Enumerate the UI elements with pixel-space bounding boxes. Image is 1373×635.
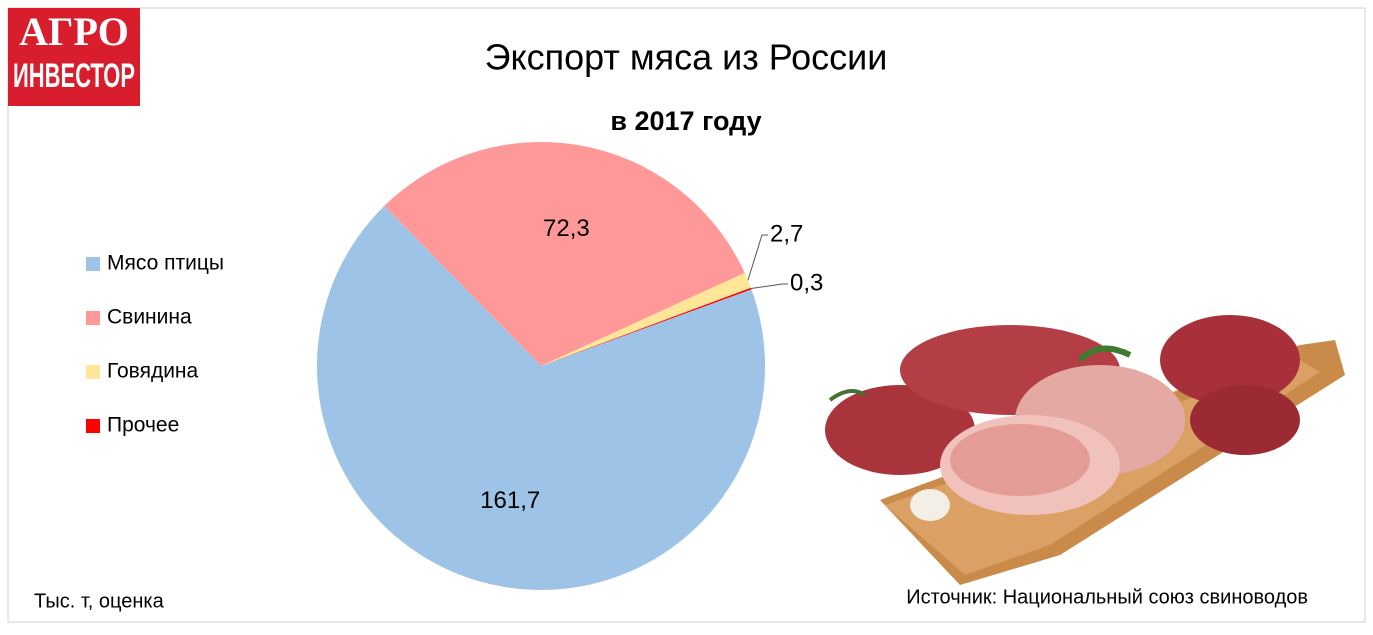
leader-line [747, 234, 768, 281]
legend-label: Свинина [107, 306, 192, 329]
pie-slice [541, 272, 751, 366]
data-label: 161,7 [480, 487, 540, 514]
pie-slice [384, 141, 745, 366]
note: Тыс. т, оценка [34, 590, 165, 612]
meat-illustration [825, 315, 1345, 585]
legend-label: Прочее [107, 414, 179, 437]
logo-box [8, 8, 140, 106]
legend-swatch [86, 365, 100, 379]
data-label: 0,3 [790, 269, 823, 296]
legend-swatch [86, 311, 100, 325]
pie-slice [541, 287, 752, 366]
legend-swatch [86, 257, 100, 271]
leader-line [751, 283, 788, 290]
legend-label: Говядина [107, 360, 199, 383]
chart-subtitle: в 2017 году [610, 106, 761, 136]
source: Источник: Национальный союз свиноводов [906, 586, 1308, 608]
legend-swatch [86, 419, 100, 433]
logo-text: ИНВЕСТОР [13, 57, 135, 95]
legend-label: Мясо птицы [107, 252, 224, 275]
chart-title: Экспорт мяса из России [485, 37, 888, 78]
data-label: 2,7 [770, 220, 803, 247]
pie-slice [316, 205, 765, 591]
logo-text: АГРО [19, 9, 129, 54]
data-label: 72,3 [543, 215, 590, 242]
